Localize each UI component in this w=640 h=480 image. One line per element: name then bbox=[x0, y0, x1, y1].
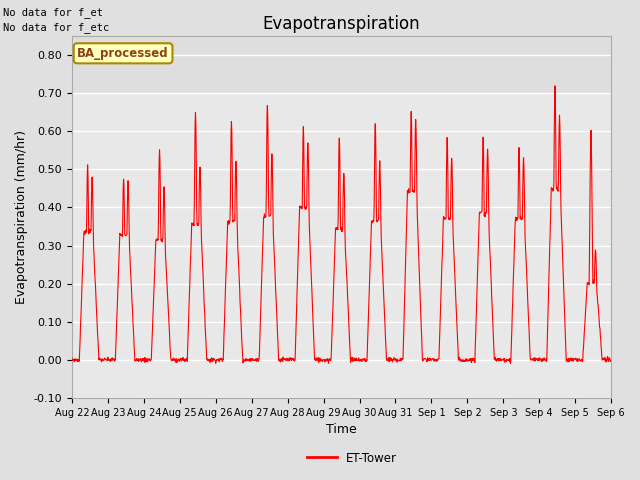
Bar bbox=[72, 36, 611, 93]
Text: No data for f_et: No data for f_et bbox=[3, 7, 103, 18]
Text: BA_processed: BA_processed bbox=[77, 47, 169, 60]
Legend: ET-Tower: ET-Tower bbox=[302, 447, 402, 469]
Y-axis label: Evapotranspiration (mm/hr): Evapotranspiration (mm/hr) bbox=[15, 130, 28, 304]
X-axis label: Time: Time bbox=[326, 423, 357, 436]
Title: Evapotranspiration: Evapotranspiration bbox=[263, 15, 420, 33]
Text: No data for f_etc: No data for f_etc bbox=[3, 22, 109, 33]
